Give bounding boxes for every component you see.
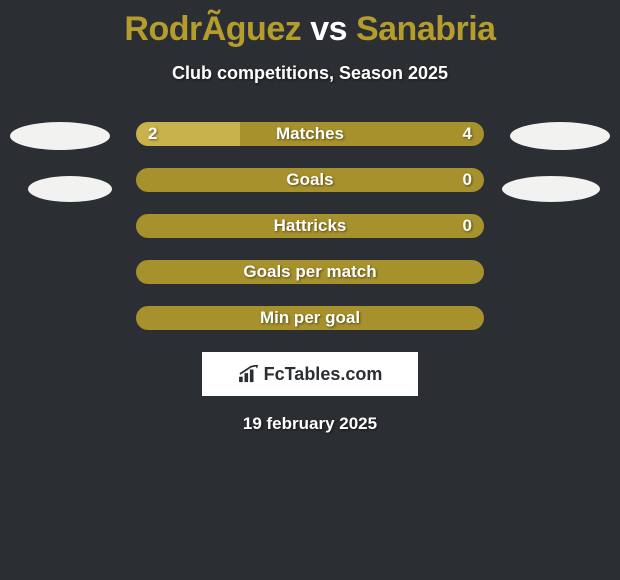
chart-icon xyxy=(238,365,260,383)
decorative-pill xyxy=(510,122,610,150)
stat-value-right: 4 xyxy=(463,122,472,146)
title-vs: vs xyxy=(310,10,347,48)
stat-row: Hattricks0 xyxy=(136,214,484,238)
player-b-name: Sanabria xyxy=(356,10,496,48)
decorative-pill xyxy=(28,176,112,202)
stat-row: Goals per match xyxy=(136,260,484,284)
stat-rows: Matches24Goals0Hattricks0Goals per match… xyxy=(0,122,620,330)
stat-value-left: 2 xyxy=(148,122,157,146)
date-label: 19 february 2025 xyxy=(0,414,620,434)
stat-label: Matches xyxy=(136,122,484,146)
player-a-name: RodrÃ­guez xyxy=(124,10,301,48)
decorative-pill xyxy=(10,122,110,150)
stat-label: Goals per match xyxy=(136,260,484,284)
stat-row: Goals0 xyxy=(136,168,484,192)
subtitle: Club competitions, Season 2025 xyxy=(0,63,620,84)
watermark-text: FcTables.com xyxy=(264,364,383,385)
comparison-title: RodrÃ­guez vs Sanabria xyxy=(0,0,620,49)
stat-label: Min per goal xyxy=(136,306,484,330)
decorative-pill xyxy=(502,176,600,202)
watermark: FcTables.com xyxy=(202,352,418,396)
stat-row: Min per goal xyxy=(136,306,484,330)
stat-value-right: 0 xyxy=(463,168,472,192)
stat-label: Hattricks xyxy=(136,214,484,238)
stat-value-right: 0 xyxy=(463,214,472,238)
stat-row: Matches2 4 xyxy=(136,122,484,146)
stat-label: Goals xyxy=(136,168,484,192)
